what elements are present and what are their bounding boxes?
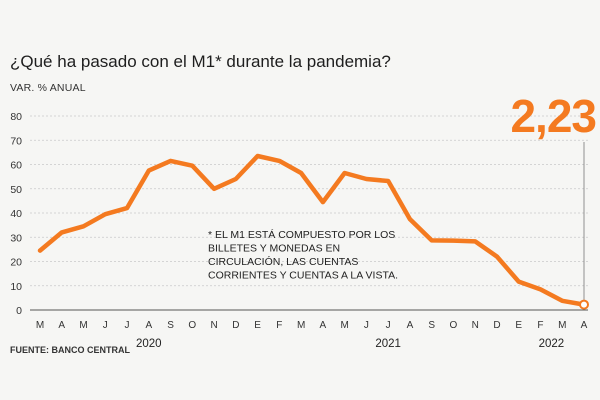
x-tick-label: M: [79, 320, 87, 331]
x-tick-label: F: [276, 320, 282, 331]
x-tick-label: J: [386, 320, 391, 331]
x-tick-label: F: [537, 320, 543, 331]
x-tick-label: N: [472, 320, 479, 331]
annotation-text: * EL M1 ESTÁ COMPUESTO POR LOS: [208, 228, 395, 241]
x-tick-label: M: [558, 320, 566, 331]
highlight-point: [579, 299, 589, 310]
x-tick-label: D: [493, 320, 500, 331]
x-tick-label: M: [36, 320, 44, 331]
y-tick-label: 70: [10, 135, 22, 147]
year-label: 2021: [375, 338, 401, 350]
annotation-text: BILLETES Y MONEDAS EN: [208, 243, 340, 255]
x-tick-label: S: [428, 320, 435, 331]
x-tick-label: M: [340, 320, 348, 331]
x-tick-label: J: [103, 320, 108, 331]
year-label: 2020: [136, 338, 162, 350]
x-tick-label: J: [125, 320, 130, 331]
annotation-text: CIRCULACIÓN, LAS CUENTAS: [208, 255, 358, 268]
x-tick-label: D: [232, 320, 239, 331]
x-tick-label: A: [320, 320, 327, 331]
x-tick-label: O: [450, 320, 458, 331]
series-line: [37, 153, 587, 307]
x-tick-label: A: [407, 320, 414, 331]
y-tick-label: 10: [10, 281, 22, 293]
y-tick-label: 20: [10, 257, 22, 269]
y-axis-label: VAR. % ANUAL: [10, 82, 86, 94]
year-label: 2022: [539, 338, 565, 350]
x-tick-label: N: [210, 320, 217, 331]
x-tick-label: E: [254, 320, 261, 331]
x-tick-label: A: [58, 320, 65, 331]
y-tick-label: 60: [10, 160, 22, 172]
y-tick-label: 80: [10, 111, 22, 123]
y-tick-label: 50: [10, 184, 22, 196]
x-tick-label: M: [297, 320, 305, 331]
y-tick-label: 40: [10, 208, 22, 220]
highlight-value-label: 2,23: [510, 90, 596, 142]
x-tick-label: S: [167, 320, 174, 331]
annotation-text: CORRIENTES Y CUENTAS A LA VISTA.: [208, 270, 398, 282]
x-tick-label: A: [581, 320, 588, 331]
x-tick-label: E: [515, 320, 522, 331]
chart-title: ¿Qué ha pasado con el M1* durante la pan…: [10, 52, 391, 71]
y-tick-label: 0: [16, 305, 22, 317]
y-tick-label: 30: [10, 232, 22, 244]
x-tick-label: J: [364, 320, 369, 331]
x-tick-label: A: [145, 320, 152, 331]
x-tick-label: O: [188, 320, 196, 331]
source-note: FUENTE: BANCO CENTRAL: [10, 345, 130, 355]
